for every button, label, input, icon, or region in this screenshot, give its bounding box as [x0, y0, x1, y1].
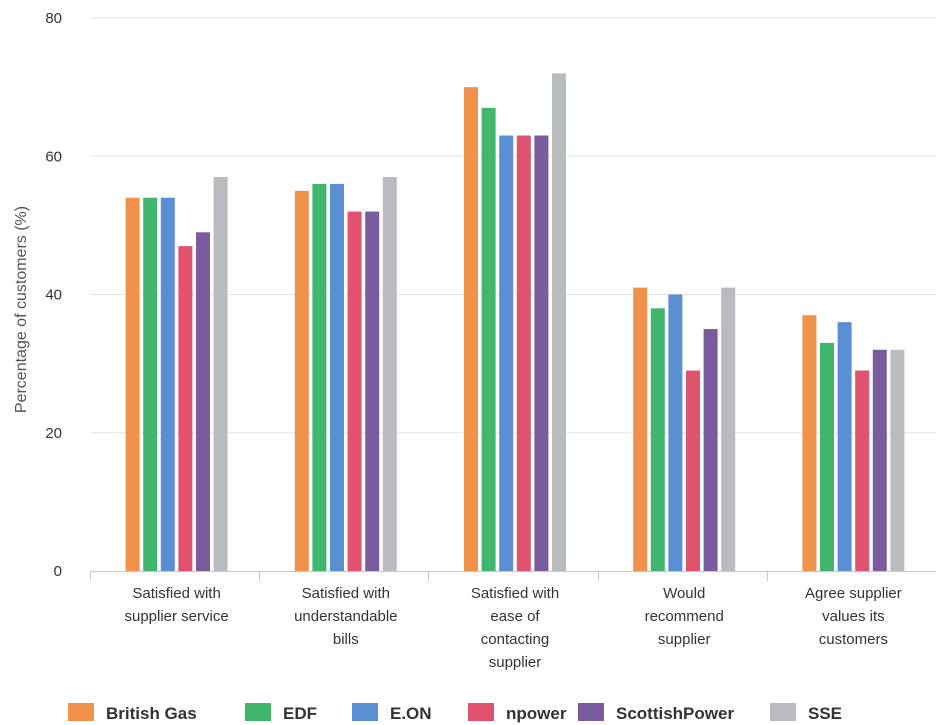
category-label: understandable	[294, 608, 397, 625]
bar	[516, 135, 531, 571]
category-label: supplier service	[124, 608, 228, 625]
legend-swatch	[245, 703, 271, 721]
bar	[125, 197, 140, 571]
bar	[143, 197, 158, 571]
legend-label: npower	[506, 704, 567, 723]
legend-label: E.ON	[390, 704, 432, 723]
bar	[686, 370, 700, 571]
y-tick-label: 60	[45, 148, 62, 165]
category-label: ease of	[490, 608, 540, 625]
legend-label: SSE	[808, 704, 842, 723]
legend-swatch	[578, 703, 604, 721]
y-tick-labels: 0 20 40 60 80	[45, 10, 62, 580]
bar	[178, 246, 193, 572]
legend-label: ScottishPower	[616, 704, 734, 723]
x-axis	[90, 571, 936, 581]
bar	[499, 135, 514, 571]
bar	[294, 190, 309, 571]
category-labels: Satisfied with supplier service Satisfied …	[124, 585, 901, 671]
y-tick-label: 80	[45, 10, 62, 27]
bar	[312, 183, 327, 571]
bar	[382, 176, 397, 572]
bars	[125, 73, 905, 572]
category-label: Satisfied with	[132, 585, 220, 602]
bar	[650, 308, 665, 571]
bar	[347, 211, 362, 572]
category-label: bills	[333, 631, 359, 648]
legend-label: EDF	[283, 704, 317, 723]
bar	[196, 232, 210, 571]
bar	[330, 183, 344, 571]
bar	[534, 135, 549, 571]
bar	[802, 315, 817, 571]
category-label: values its	[822, 608, 885, 625]
category-label: Satisfied with	[471, 585, 559, 602]
bar	[552, 73, 566, 572]
y-tick-label: 0	[54, 563, 62, 580]
y-axis-title: Percentage of customers (%)	[13, 206, 30, 413]
category-label: recommend	[645, 608, 724, 625]
legend-swatch	[468, 703, 494, 721]
legend: British Gas EDF E.ON npower ScottishPower SSE	[68, 703, 842, 723]
bar	[365, 211, 380, 572]
y-tick-label: 40	[45, 287, 62, 304]
bar	[160, 197, 175, 571]
category-label: Would	[663, 585, 705, 602]
bar	[633, 287, 648, 571]
bar	[721, 287, 736, 571]
category-label: customers	[819, 631, 888, 648]
bar	[703, 329, 718, 571]
legend-swatch	[68, 703, 94, 721]
bar	[820, 342, 834, 571]
y-tick-label: 20	[45, 425, 62, 442]
category-label: supplier	[658, 631, 711, 648]
bar	[872, 349, 887, 571]
bar	[464, 87, 478, 571]
bar	[481, 107, 496, 572]
legend-swatch	[352, 703, 378, 721]
bar	[668, 294, 683, 571]
legend-label: British Gas	[106, 704, 197, 723]
category-label: Satisfied with	[302, 585, 390, 602]
bar	[837, 322, 852, 571]
bar	[213, 176, 228, 572]
bar	[890, 349, 905, 571]
category-label: Agree supplier	[805, 585, 902, 602]
category-label: contacting	[481, 631, 549, 648]
category-label: supplier	[489, 654, 542, 671]
bar	[855, 370, 870, 571]
legend-swatch	[770, 703, 796, 721]
